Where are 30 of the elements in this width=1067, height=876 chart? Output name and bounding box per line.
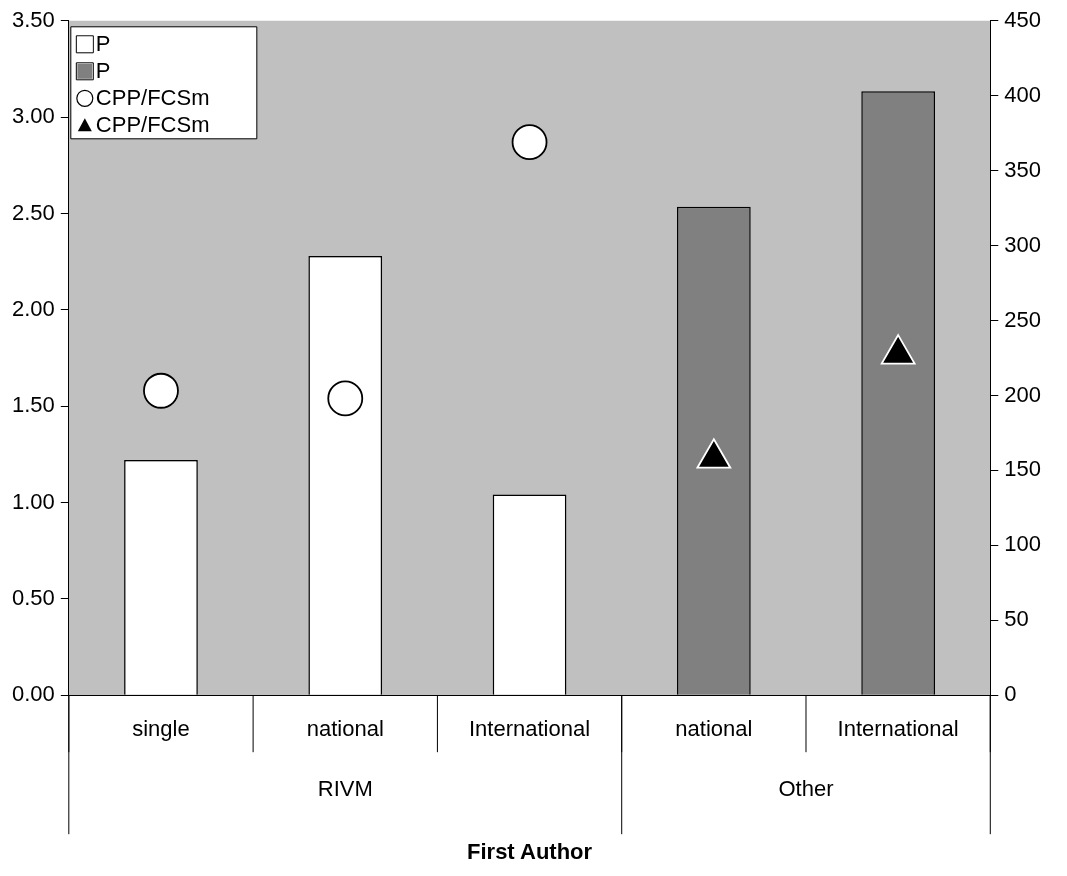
x-tick-label: national — [675, 716, 753, 742]
y2-tick-label: 0 — [1004, 681, 1017, 707]
y2-tick-label: 50 — [1004, 606, 1029, 632]
text: RIVM — [317, 776, 373, 802]
legend-label: P — [95, 31, 111, 57]
y-tick-label: 1.50 — [11, 392, 55, 418]
legend-label: CPP/FCSm — [95, 85, 210, 111]
y-tick-label: 3.50 — [11, 6, 55, 32]
x-tick-label: International — [469, 716, 591, 742]
y2-tick-label: 350 — [1004, 156, 1042, 182]
x-tick-label: national — [306, 716, 384, 742]
y-tick-label: 2.00 — [11, 295, 55, 321]
y2-tick-label: 150 — [1004, 456, 1042, 482]
y2-tick-label: 250 — [1004, 306, 1042, 332]
y-tick-label: 3.00 — [11, 103, 55, 129]
y-tick-label: 0.50 — [11, 584, 55, 610]
y2-tick-label: 450 — [1004, 6, 1042, 32]
text: Other — [778, 776, 834, 802]
y2-tick-label: 100 — [1004, 531, 1042, 557]
y-tick-label: 0.00 — [11, 681, 55, 707]
legend-label: CPP/FCSm — [95, 112, 210, 138]
x-tick-label: International — [837, 716, 959, 742]
y-tick-label: 1.00 — [11, 488, 55, 514]
y2-tick-label: 200 — [1004, 381, 1042, 407]
legend-label: P — [95, 58, 111, 84]
x-axis-title: First Author — [467, 838, 593, 864]
x-tick-label: single — [132, 716, 190, 742]
y-tick-label: 2.50 — [11, 199, 55, 225]
y2-tick-label: 300 — [1004, 231, 1042, 257]
y2-tick-label: 400 — [1004, 81, 1042, 107]
